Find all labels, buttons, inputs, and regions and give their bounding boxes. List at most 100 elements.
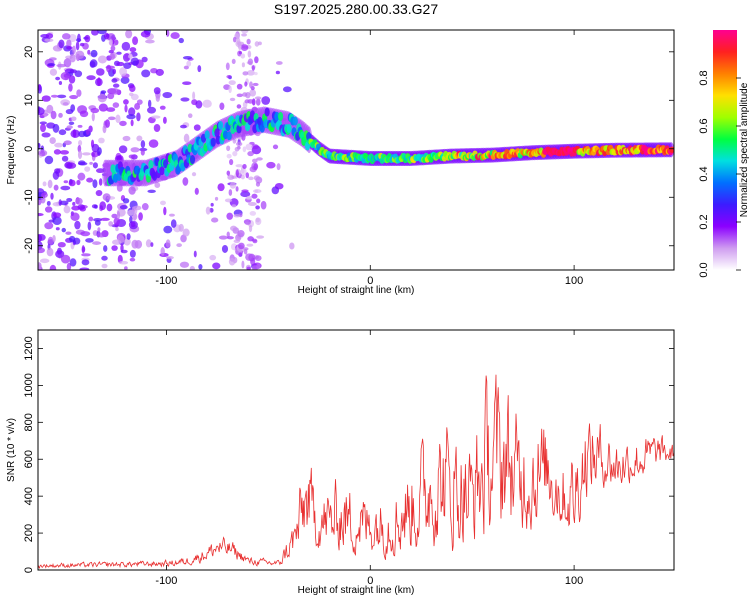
spectrogram-cell (38, 142, 41, 150)
spectrogram-cell (254, 189, 258, 193)
spectrogram-cell (39, 258, 50, 264)
spectrogram-cell (249, 81, 253, 89)
spectrogram-cell (140, 30, 151, 38)
spectrogram-cell (254, 96, 262, 100)
spectrogram-cell (251, 65, 255, 71)
spectrogram-cell (235, 169, 239, 178)
spectrogram-cell (91, 112, 95, 122)
spectrogram-cell (238, 242, 245, 250)
spectrogram-cell (128, 54, 133, 59)
spectrogram-cell (245, 143, 253, 151)
spectrogram-cell (68, 121, 75, 126)
spectrogram-cell (38, 107, 45, 116)
spectrogram-cell (241, 189, 249, 193)
spectrogram-cell (60, 71, 71, 81)
spectrogram-cell (97, 94, 107, 103)
spectrogram-cell (178, 223, 184, 232)
spectrogram-cell (66, 45, 73, 50)
spectrogram-cell (245, 196, 252, 200)
spectrogram-cell (125, 30, 133, 39)
spectrogram-cell (121, 41, 131, 51)
spectrogram-cell (129, 47, 137, 53)
spectrogram-cell (247, 236, 254, 242)
spectrogram-cell (170, 219, 177, 228)
spectrogram-cell (128, 107, 136, 116)
spectrogram-y-tick-label: 10 (23, 94, 35, 106)
spectrogram-cell (246, 70, 255, 76)
spectrogram-cell (254, 255, 262, 262)
spectrogram-cell (38, 233, 43, 243)
spectrogram-cell (163, 206, 167, 216)
spectrogram-cell (134, 103, 141, 110)
spectrogram-y-tick-label: 20 (23, 46, 35, 58)
spectrogram-cell (669, 146, 674, 153)
spectrogram-cell (47, 179, 53, 189)
spectrogram-cell (165, 239, 171, 248)
spectrogram-cell (58, 112, 63, 118)
spectrogram-cell (266, 161, 276, 169)
spectrogram-cell (109, 52, 116, 60)
spectrogram-cell (145, 239, 152, 248)
spectrogram-cell (110, 164, 116, 174)
spectrogram-cell (101, 263, 108, 269)
spectrogram-cell (277, 111, 284, 121)
spectrogram-cell (234, 146, 240, 152)
spectrogram-cell (128, 186, 136, 195)
spectrogram-y-tick-label: -20 (23, 238, 35, 254)
spectrogram-cell (260, 200, 267, 210)
spectrogram-cell (130, 221, 136, 228)
spectrogram-cell (50, 110, 57, 120)
spectrogram-cell (212, 262, 221, 270)
spectrogram-cell (46, 104, 54, 114)
spectrogram-cell (53, 149, 61, 155)
spectrogram-cell (81, 245, 85, 254)
spectrogram-cell (129, 257, 136, 262)
spectrogram-cell (210, 202, 214, 207)
spectrogram-cell (141, 69, 151, 78)
spectrogram-cell (72, 45, 76, 55)
spectrogram-cell (249, 211, 257, 216)
spectrogram-cell (238, 51, 243, 55)
spectrogram-cell (52, 216, 62, 226)
spectrogram-cell (148, 139, 159, 148)
spectrogram-cell (119, 67, 128, 76)
spectrogram-cell (53, 212, 62, 218)
spectrogram-cell (226, 145, 231, 152)
spectrogram-cell (91, 151, 99, 158)
spectrogram-cell (44, 222, 54, 230)
spectrogram-cell (97, 77, 101, 86)
spectrogram-cell (87, 221, 92, 231)
spectrogram-cell (103, 245, 108, 252)
spectrogram-cell (91, 143, 100, 153)
spectrogram-cell (276, 163, 281, 171)
spectrogram-cell (180, 124, 187, 129)
colorbar-tick-label: 0.0 (698, 262, 710, 277)
spectrogram-cell (182, 228, 190, 237)
spectrogram-cell (77, 172, 86, 181)
spectrogram-cell (253, 72, 258, 76)
spectrogram-cell (63, 205, 71, 214)
spectrogram-cell (245, 172, 250, 179)
spectrogram-cell (235, 186, 239, 192)
spectrogram-cell (38, 247, 45, 254)
spectrogram-cell (76, 89, 82, 97)
spectrogram-cell (84, 166, 91, 172)
spectrogram-cell (233, 239, 241, 244)
spectrogram-cell (63, 180, 69, 184)
spectrogram-y-tick-label: -10 (23, 189, 35, 205)
spectrogram-cell (119, 120, 127, 127)
spectrogram-cell (229, 97, 236, 102)
snr-x-label: Height of straight line (km) (298, 585, 415, 596)
spectrogram-cell (226, 236, 234, 240)
spectrogram-cell (69, 94, 78, 100)
spectrogram-cell (253, 163, 258, 171)
spectrogram-cell (141, 203, 149, 211)
spectrogram-cell (116, 211, 121, 220)
spectrogram-cell (154, 182, 161, 189)
spectrogram-cell (101, 255, 108, 261)
snr-y-tick-label: 1200 (23, 336, 35, 360)
spectrogram-cell (292, 116, 298, 126)
spectrogram-cell (227, 174, 235, 180)
spectrogram-cell (264, 107, 270, 117)
spectrogram-cell (155, 94, 160, 102)
